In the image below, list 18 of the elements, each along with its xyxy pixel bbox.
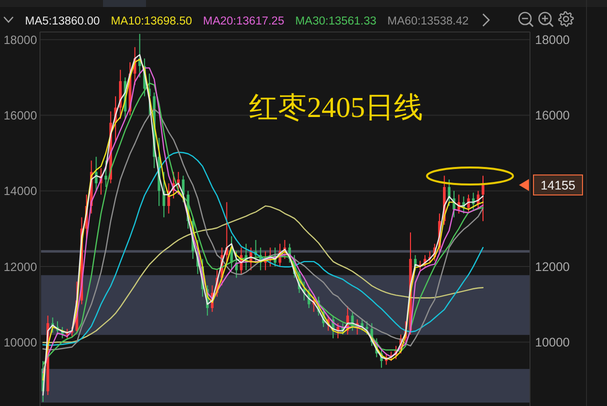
y2-tick-label: 12000 — [535, 260, 570, 274]
line-series — [42, 205, 484, 344]
y2-tick-label: 10000 — [535, 335, 570, 350]
candlestick — [177, 171, 180, 196]
y-tick-label: 18000 — [4, 32, 38, 47]
y2-tick-label: 18000 — [535, 32, 570, 47]
candlestick — [482, 175, 484, 222]
y-tick-label: 12000 — [4, 260, 38, 274]
line-series — [42, 152, 484, 346]
y-tick-label: 10000 — [4, 335, 38, 350]
legend: MA5:13860.00 MA10:13698.50 MA20:13617.25 MA30:13561.33 MA60:13538.42 — [25, 16, 469, 28]
text: 红枣2405日线 — [249, 92, 423, 124]
y2-tick-label: 16000 — [535, 108, 570, 122]
candlestick — [104, 160, 108, 188]
y-tick-label: 16000 — [4, 108, 38, 122]
candlestick — [467, 194, 470, 212]
candlestick — [366, 320, 368, 336]
y-tick-label: 14000 — [4, 184, 38, 198]
